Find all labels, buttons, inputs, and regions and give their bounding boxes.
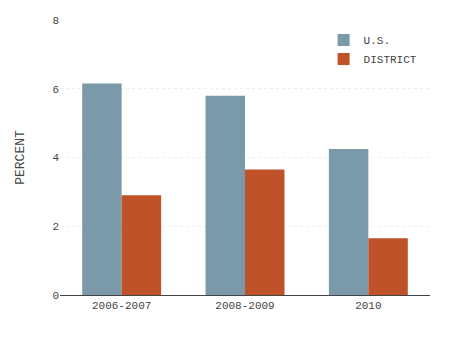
svg-text:8: 8 xyxy=(52,15,59,27)
svg-text:U.S.: U.S. xyxy=(364,35,390,47)
svg-text:2: 2 xyxy=(52,221,59,233)
svg-text:4: 4 xyxy=(52,152,59,164)
svg-text:2010: 2010 xyxy=(355,300,381,312)
svg-text:0: 0 xyxy=(52,290,59,302)
svg-text:DISTRICT: DISTRICT xyxy=(364,54,417,66)
svg-text:PERCENT: PERCENT xyxy=(13,130,28,185)
svg-text:6: 6 xyxy=(52,84,59,96)
svg-text:2008-2009: 2008-2009 xyxy=(215,300,274,312)
svg-text:2006-2007: 2006-2007 xyxy=(92,300,151,312)
